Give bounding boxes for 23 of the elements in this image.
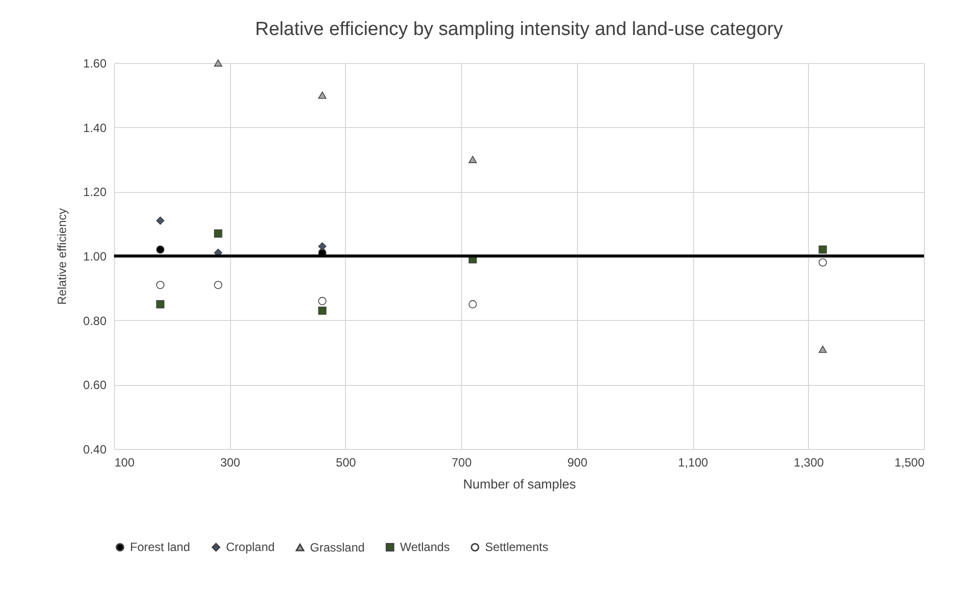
x-tick-label: 500 — [336, 456, 356, 470]
x-tick-label: 100 — [114, 456, 135, 470]
y-tick-label: 0.60 — [83, 378, 107, 392]
x-tick-label: 1,300 — [794, 456, 824, 470]
legend-label: Cropland — [226, 540, 275, 554]
x-tick-label: 900 — [567, 456, 588, 470]
y-tick-label: 0.40 — [83, 442, 107, 456]
y-tick-label: 1.20 — [83, 185, 107, 200]
legend-label: Grassland — [310, 540, 365, 554]
x-tick-label: 1,500 — [894, 456, 925, 470]
x-tick-label: 700 — [452, 456, 472, 470]
x-tick-label: 300 — [220, 456, 241, 470]
y-tick-label: 1.40 — [83, 120, 107, 135]
x-tick-label: 1,100 — [678, 456, 708, 470]
legend-label: Forest land — [130, 540, 190, 554]
legend-label: Settlements — [485, 540, 548, 554]
y-axis-title: Relative efficiency — [55, 208, 70, 305]
legend-label: Wetlands — [400, 540, 450, 554]
y-tick-label: 1.60 — [83, 56, 107, 70]
y-tick-label: 1.00 — [83, 250, 107, 264]
y-tick-label: 0.80 — [83, 314, 107, 328]
chart-title: Relative efficiency by sampling intensity and land-use category — [255, 19, 784, 40]
x-axis-title: Number of samples — [463, 476, 576, 492]
